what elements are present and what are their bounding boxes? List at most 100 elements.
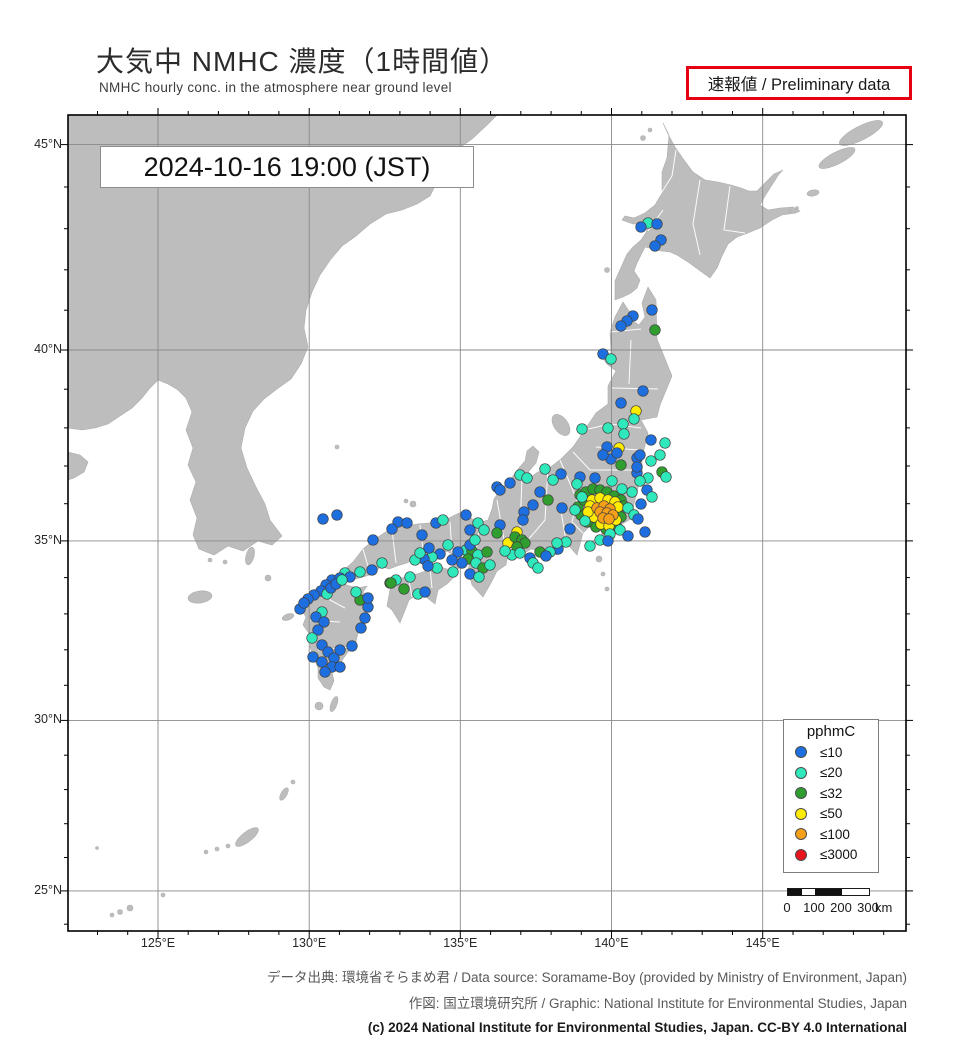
island-oki [409,500,417,508]
station-dot [494,484,506,496]
station-dot [637,385,649,397]
island-tanegashima [329,696,339,712]
legend-item-label: ≤10 [820,744,843,760]
legend-dot-icon [795,828,807,841]
scale-bar-label: 300 [857,900,879,915]
island-goto [281,613,295,621]
page-subtitle: NMHC hourly conc. in the atmosphere near… [99,80,452,95]
station-dot [521,472,533,484]
island-tsushima [245,546,255,566]
island-speck1 [203,849,209,855]
station-dot [579,515,591,527]
island-speck2 [160,892,166,898]
lat-axis-label: 30°N [34,712,62,727]
station-dot [603,513,615,525]
island-rishiri [640,135,646,141]
station-dot [414,547,426,559]
scale-bar-segment [801,889,815,895]
station-dot [367,534,379,546]
station-dot [651,218,663,230]
station-dot [584,540,596,552]
lat-axis-label: 35°N [34,532,62,547]
station-dot [307,651,319,663]
station-dot [514,547,526,559]
station-dot [615,320,627,332]
station-dot [576,491,588,503]
station-dot [354,566,366,578]
station-dot [606,475,618,487]
station-dot [317,513,329,525]
legend-item: ≤50 [784,804,842,825]
scale-bar-segments [787,888,870,896]
station-dot [318,616,330,628]
island-speck3 [95,846,99,850]
station-dot [631,461,643,473]
station-dot [331,509,343,521]
island-etorofu [839,120,883,146]
legend-dot-icon [795,787,807,800]
station-dot [576,423,588,435]
page-title: 大気中 NMHC 濃度（1時間値） [96,46,509,77]
station-dot [310,611,322,623]
continent-asia [67,114,498,556]
scale-bar-segment [815,889,842,895]
island-iki [264,574,272,582]
station-dot [597,449,609,461]
station-dot [646,491,658,503]
station-dot [551,537,563,549]
footer-graphic-credit: 作図: 国立環境研究所 / Graphic: National Institut… [408,996,907,1011]
station-dot [539,463,551,475]
station-dot [617,418,629,430]
station-dot [499,545,511,557]
map-legend: pphmC ≤10 ≤20 ≤32 ≤50 ≤100 ≤3000 [783,719,879,873]
station-dot [611,447,623,459]
lat-axis-label: 40°N [34,342,62,356]
station-dot [319,666,331,678]
footer-data-source: データ出典: 環境省そらまめ君 / Data source: Soramame-… [267,970,907,985]
island-habomai1 [795,206,799,210]
station-dot [386,523,398,535]
station-dot [660,471,672,483]
lon-axis-label: 145°E [745,936,780,950]
station-dot [312,624,324,636]
island-habomai2 [788,209,792,213]
island-izu3 [604,586,610,592]
legend-item-label: ≤100 [820,826,850,842]
station-dot [478,524,490,536]
timestamp-text: 2024-10-16 19:00 (JST) [143,151,431,182]
island-kunashiri [818,147,856,169]
island-izu-oshima [595,555,603,563]
island-ishigaki [126,904,134,912]
island-amami [279,787,289,801]
station-dot [542,494,554,506]
station-dot [646,304,658,316]
scale-bar-segment [788,889,802,895]
scale-bar: km 0 100 200 300 [783,888,917,922]
legend-item: ≤32 [784,783,842,804]
station-dot [464,524,476,536]
island-shikotan [806,189,820,197]
legend-item-label: ≤32 [820,785,843,801]
station-dot [298,597,310,609]
station-dot [401,517,413,529]
station-dot [569,504,581,516]
legend-item-label: ≤20 [820,765,843,781]
island-iriomote [109,912,115,918]
station-dot [442,539,454,551]
station-dot [555,468,567,480]
station-dot [491,527,503,539]
station-dot [419,586,431,598]
lon-axis-label: 125°E [140,936,176,950]
lon-axis-label: 135°E [443,936,478,950]
station-dot [622,530,634,542]
station-dot [437,514,449,526]
island-miyako [117,909,123,915]
station-dot [484,559,496,571]
station-dot [614,524,626,536]
station-dot [659,437,671,449]
station-dot [639,526,651,538]
station-dot [645,434,657,446]
station-dot [362,592,374,604]
station-dot [632,513,644,525]
scale-bar-label: 200 [830,900,852,915]
